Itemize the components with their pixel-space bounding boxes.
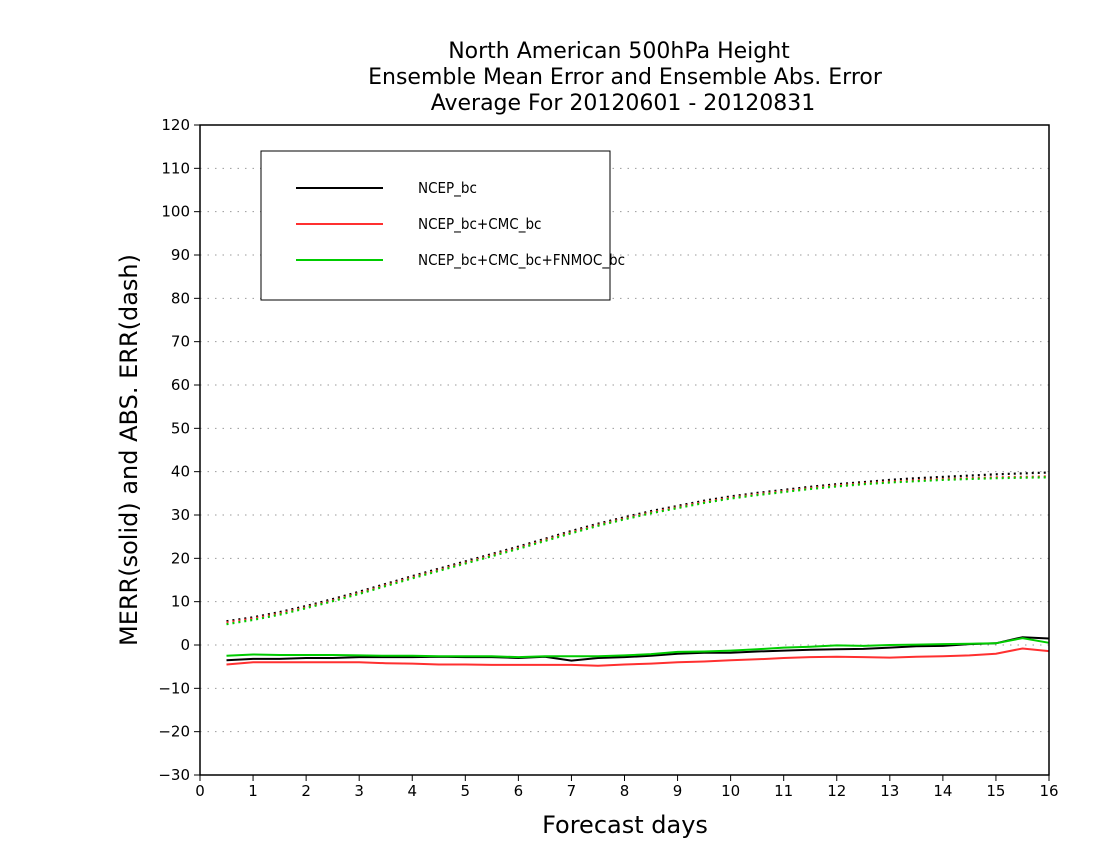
y-tick-label: −10: [158, 679, 190, 697]
x-axis-label: Forecast days: [542, 811, 708, 839]
y-tick-label: 40: [171, 463, 190, 481]
y-axis-label: MERR(solid) and ABS. ERR(dash): [115, 254, 143, 646]
series-layer: [226, 471, 1050, 667]
legend-label-1: NCEP_bc+CMC_bc: [418, 215, 541, 234]
y-tick-label: 80: [171, 289, 190, 307]
legend: NCEP_bc NCEP_bc+CMC_bc NCEP_bc+CMC_bc+FNMO…: [260, 150, 625, 301]
plot-frame: [199, 124, 1050, 776]
x-tick-label: 1: [248, 782, 258, 800]
series-abs-err-line-0: [226, 471, 1050, 623]
x-tick-label: 15: [986, 782, 1005, 800]
y-tick-label: 70: [171, 333, 190, 351]
y-tick-label: 20: [171, 549, 190, 567]
series-merr-line-2: [226, 637, 1050, 659]
x-tick-label: 8: [620, 782, 630, 800]
x-tick-label: 13: [880, 782, 899, 800]
y-tick-label: 60: [171, 376, 190, 394]
x-tick-label: 2: [301, 782, 311, 800]
y-tick-label: 50: [171, 419, 190, 437]
x-tick-label: 10: [721, 782, 740, 800]
chart-title-line-3: Average For 20120601 - 20120831: [431, 91, 816, 116]
y-tick-label: 110: [161, 159, 190, 177]
series-abs-err-line-2: [226, 476, 1050, 626]
chart-title-line-1: North American 500hPa Height: [448, 39, 790, 64]
y-tick-label: 30: [171, 506, 190, 524]
x-tick-label: 16: [1039, 782, 1058, 800]
x-tick-label: 0: [195, 782, 205, 800]
x-tick-label: 3: [354, 782, 364, 800]
legend-box: [260, 150, 611, 301]
y-tick-label: 0: [180, 636, 190, 654]
x-tick-label: 5: [461, 782, 471, 800]
series-merr-line-0: [226, 636, 1050, 662]
chart-title-line-2: Ensemble Mean Error and Ensemble Abs. Er…: [368, 65, 883, 90]
series-abs-err-line-1: [226, 475, 1050, 624]
x-tick-label: 4: [407, 782, 417, 800]
y-tick-label: −30: [158, 766, 190, 784]
series-merr-line-1: [226, 647, 1050, 667]
y-tick-label: −20: [158, 723, 190, 741]
y-tick-label: 120: [161, 116, 190, 134]
x-tick-label: 14: [933, 782, 952, 800]
legend-label-2: NCEP_bc+CMC_bc+FNMOC_bc: [418, 251, 625, 270]
y-tick-label: 90: [171, 246, 190, 264]
y-tick-label: 100: [161, 203, 190, 221]
x-tick-label: 7: [567, 782, 577, 800]
x-tick-label: 6: [514, 782, 524, 800]
x-tick-label: 11: [774, 782, 793, 800]
x-tick-label: 12: [827, 782, 846, 800]
x-tick-label: 9: [673, 782, 683, 800]
y-tick-label: 10: [171, 593, 190, 611]
legend-label-0: NCEP_bc: [418, 179, 477, 198]
